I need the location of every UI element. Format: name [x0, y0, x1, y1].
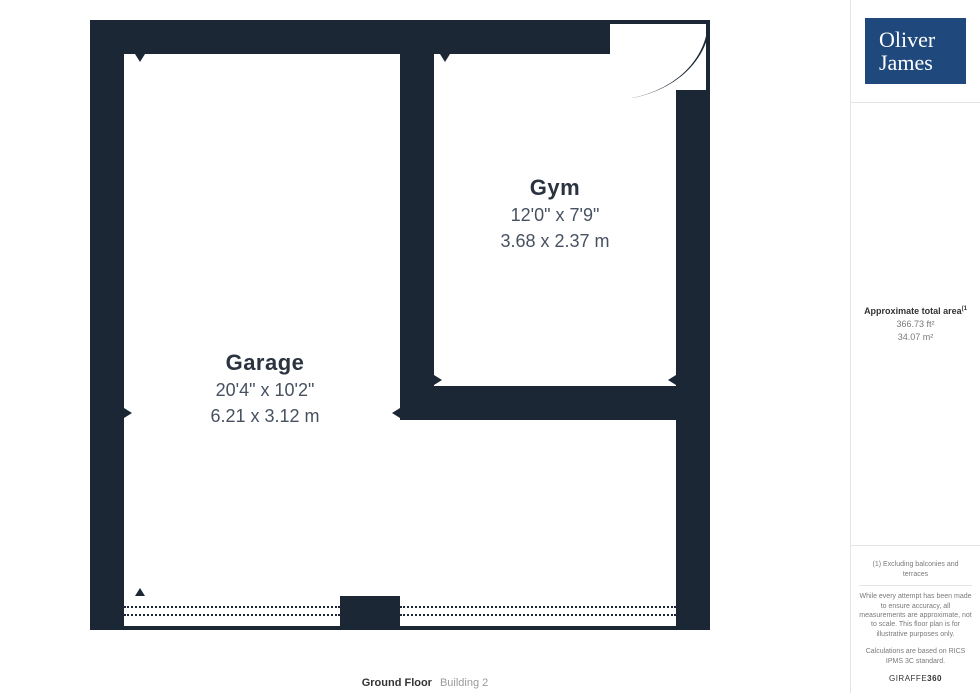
dim-marker: [135, 588, 145, 596]
floorplan-canvas: Garage 20'4" x 10'2" 6.21 x 3.12 m Gym 1…: [0, 0, 850, 693]
dim-marker: [668, 375, 676, 385]
footnote-1: (1) Excluding balconies and terraces: [859, 554, 972, 586]
wall-top-door-cap: [610, 20, 710, 24]
floor-caption: Ground Floor Building 2: [0, 677, 850, 689]
opening-dash-4: [400, 614, 676, 616]
logo-line1: Oliver: [879, 28, 952, 51]
wall-left: [90, 20, 124, 630]
gym-label: Gym 12'0" x 7'9" 3.68 x 2.37 m: [450, 175, 660, 254]
floor-name: Ground Floor: [362, 677, 432, 689]
building-name: Building 2: [440, 677, 488, 689]
sidebar-footer: (1) Excluding balconies and terraces Whi…: [851, 545, 980, 693]
garage-name: Garage: [150, 350, 380, 376]
wall-bottom-right-stub: [676, 596, 710, 630]
gym-name: Gym: [450, 175, 660, 201]
standard-note: Calculations are based on RICS IPMS 3C s…: [859, 647, 972, 666]
dim-marker: [392, 408, 400, 418]
opening-dash-1: [124, 606, 340, 608]
wall-right-lower: [676, 386, 710, 630]
opening-baseline: [124, 626, 676, 630]
logo: Oliver James: [865, 18, 966, 84]
wall-bottom-left-stub: [90, 596, 124, 630]
dim-marker: [434, 375, 442, 385]
opening-dash-3: [400, 606, 676, 608]
floorplan: Garage 20'4" x 10'2" 6.21 x 3.12 m Gym 1…: [90, 20, 740, 670]
gym-imperial: 12'0" x 7'9": [450, 204, 660, 227]
garage-imperial: 20'4" x 10'2": [150, 379, 380, 402]
opening-dash-2: [124, 614, 340, 616]
logo-line2: James: [879, 51, 952, 74]
gym-metric: 3.68 x 2.37 m: [450, 230, 660, 253]
dim-marker: [135, 54, 145, 62]
wall-inner-horizontal: [400, 386, 710, 420]
wall-bottom-pillar: [340, 596, 400, 630]
area-summary: Approximate total area(1 366.73 ft² 34.0…: [851, 103, 980, 545]
area-ft2: 366.73 ft²: [896, 319, 934, 329]
dim-marker: [440, 54, 450, 62]
wall-top-left: [90, 20, 610, 54]
wall-inner-vertical: [400, 20, 434, 420]
provider-brand: GIRAFFE360: [859, 674, 972, 685]
wall-right-upper: [676, 90, 710, 420]
garage-metric: 6.21 x 3.12 m: [150, 405, 380, 428]
gym-door-arc: [610, 20, 710, 100]
sidebar: Oliver James Approximate total area(1 36…: [850, 0, 980, 693]
area-title: Approximate total area(1: [864, 306, 967, 316]
garage-label: Garage 20'4" x 10'2" 6.21 x 3.12 m: [150, 350, 380, 429]
disclaimer: While every attempt has been made to ens…: [859, 592, 972, 639]
dim-marker: [124, 408, 132, 418]
area-m2: 34.07 m²: [898, 332, 934, 342]
